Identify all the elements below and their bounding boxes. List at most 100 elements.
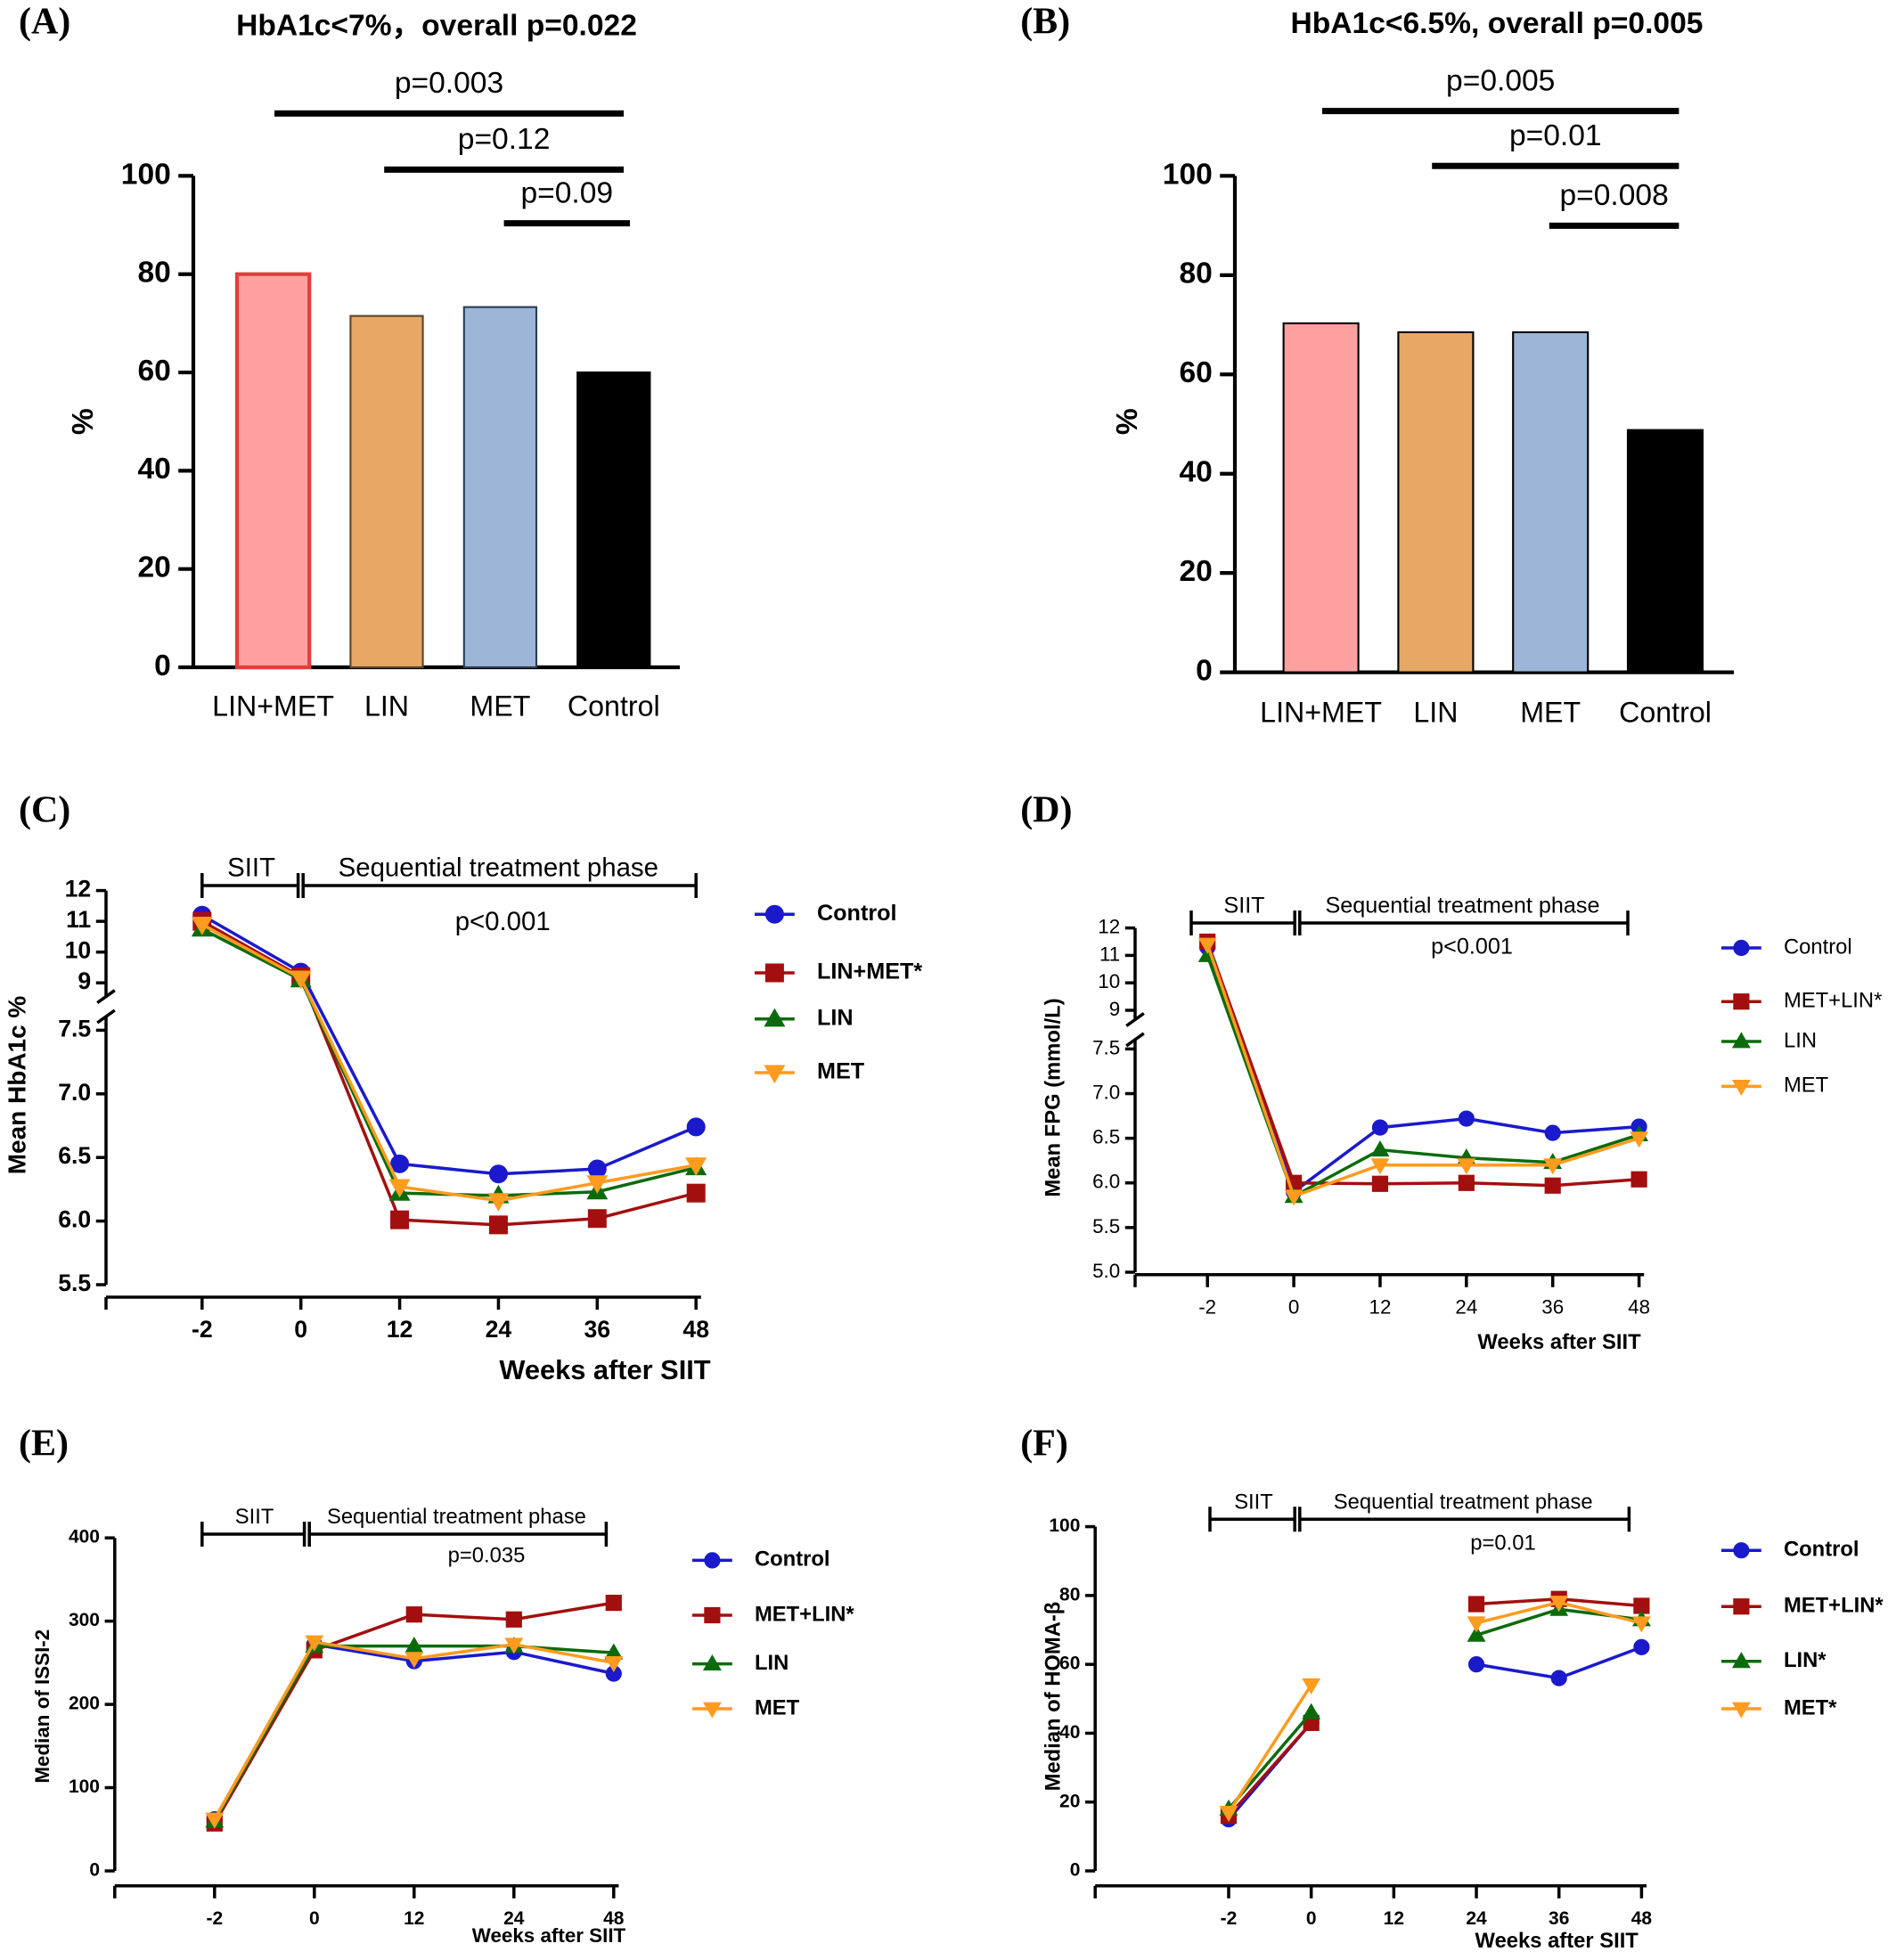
point: [686, 1183, 706, 1203]
panel-label: (E): [19, 1424, 69, 1465]
point: [1544, 1177, 1561, 1194]
legend-marker: [1731, 1652, 1751, 1669]
point: [1371, 1175, 1389, 1192]
y-tick-label: 11: [66, 906, 91, 933]
legend-marker: [1731, 1079, 1751, 1097]
legend-label: MET+LIN*: [1784, 1593, 1884, 1617]
y-tick-label: 11: [1099, 943, 1120, 965]
point: [586, 1175, 609, 1194]
legend-marker: [1731, 1032, 1751, 1049]
phase-label: Sequential treatment phase: [1325, 893, 1599, 918]
y-tick-label: 80: [1179, 257, 1212, 290]
y-tick-label: 400: [69, 1527, 100, 1548]
point: [1633, 1638, 1650, 1655]
x-tick-label: -2: [1221, 1908, 1238, 1929]
legend-marker: [704, 1606, 721, 1624]
y-tick-label: 0: [89, 1860, 100, 1881]
bar: [349, 314, 424, 669]
series-line: [1227, 1684, 1313, 1814]
legend-label: Control: [817, 901, 897, 926]
point: [388, 1179, 411, 1198]
y-tick-label: 0: [1196, 654, 1213, 687]
x-tick-label: Control: [1619, 697, 1712, 729]
panel-label: (D): [1020, 789, 1072, 830]
y-tick-label: 6.5: [1092, 1126, 1120, 1148]
y-tick-label: 300: [69, 1610, 100, 1630]
point: [605, 1594, 622, 1612]
point: [1371, 1119, 1389, 1136]
legend-label: LIN*: [1784, 1648, 1827, 1672]
phase-bracket: [200, 872, 300, 898]
y-axis-label: Median of ISSI-2: [31, 1629, 53, 1784]
point: [1458, 1110, 1475, 1127]
series-line: [201, 927, 697, 1197]
comparison-label: p=0.12: [458, 123, 551, 156]
point: [488, 1215, 508, 1235]
phase-bracket: [200, 1521, 306, 1547]
x-tick-label: LIN: [364, 690, 409, 723]
y-tick-label: 6.0: [58, 1206, 91, 1233]
point: [1630, 1131, 1649, 1148]
panel-label: (F): [1020, 1424, 1068, 1465]
x-tick-label: MET: [470, 690, 530, 723]
y-tick-label: 20: [137, 551, 170, 584]
series-line: [200, 923, 697, 1203]
legend-label: LIN: [755, 1651, 789, 1675]
legend-label: MET: [817, 1059, 865, 1084]
x-tick-label: 0: [1306, 1908, 1317, 1929]
x-tick-label: 12: [404, 1908, 424, 1929]
legend-label: Control: [1784, 1537, 1859, 1561]
y-tick-label: 6.5: [58, 1142, 91, 1169]
legend-label: MET: [1784, 1074, 1828, 1098]
comparison-label: p=0.003: [395, 67, 503, 100]
x-tick-label: 24: [503, 1908, 525, 1929]
x-tick-label: 0: [1288, 1296, 1299, 1319]
x-axis-label: Weeks after SIIT: [1477, 1330, 1641, 1354]
bar: [1397, 331, 1475, 674]
chart-title: HbA1c<6.5%, overall p=0.005: [1291, 7, 1704, 40]
y-axis-label: Mean HbA1c %: [3, 996, 30, 1175]
y-tick-label: 7.5: [1092, 1036, 1120, 1058]
legend-marker: [1733, 1542, 1750, 1559]
series-line: [213, 1642, 615, 1820]
x-tick-label: 0: [294, 1316, 307, 1343]
legend-marker: [1733, 993, 1750, 1010]
x-tick-label: -2: [1198, 1296, 1216, 1319]
point: [1467, 1656, 1485, 1673]
point: [1631, 1616, 1651, 1633]
legend-marker: [764, 963, 784, 983]
y-axis-label: %: [1111, 408, 1144, 435]
y-tick-label: 40: [1059, 1722, 1080, 1743]
legend-marker: [704, 1552, 721, 1569]
legend-label: Control: [1784, 935, 1852, 959]
point: [390, 1154, 410, 1173]
y-tick-label: 9: [78, 968, 91, 994]
y-tick-label: 9: [1109, 998, 1120, 1020]
legend-label: Control: [755, 1548, 830, 1572]
y-tick-label: 5.5: [1092, 1215, 1120, 1237]
point: [504, 1637, 524, 1654]
x-tick-label: 12: [387, 1316, 413, 1343]
point: [1630, 1171, 1647, 1188]
point: [405, 1606, 422, 1623]
phase-label: SIIT: [227, 853, 275, 883]
x-tick-label: -2: [206, 1908, 223, 1929]
y-tick-label: 7.0: [58, 1079, 91, 1106]
point: [1458, 1174, 1475, 1191]
legend-marker: [764, 1008, 786, 1027]
axis-break: [96, 989, 116, 1005]
legend-label: LIN+MET*: [817, 960, 922, 984]
x-axis-label: Weeks after SIIT: [472, 1924, 626, 1947]
phase-label: SIIT: [1234, 1490, 1273, 1514]
legend-marker: [702, 1654, 722, 1671]
x-tick-label: LIN+MET: [212, 690, 334, 723]
y-tick-label: 10: [1098, 970, 1120, 992]
y-tick-label: 5.0: [1092, 1260, 1120, 1282]
phase-label: Sequential treatment phase: [339, 853, 658, 883]
point: [604, 1655, 624, 1673]
y-tick-label: 100: [121, 158, 171, 191]
y-tick-label: 100: [69, 1776, 100, 1797]
series-line: [213, 1644, 614, 1822]
bar: [1282, 322, 1360, 674]
